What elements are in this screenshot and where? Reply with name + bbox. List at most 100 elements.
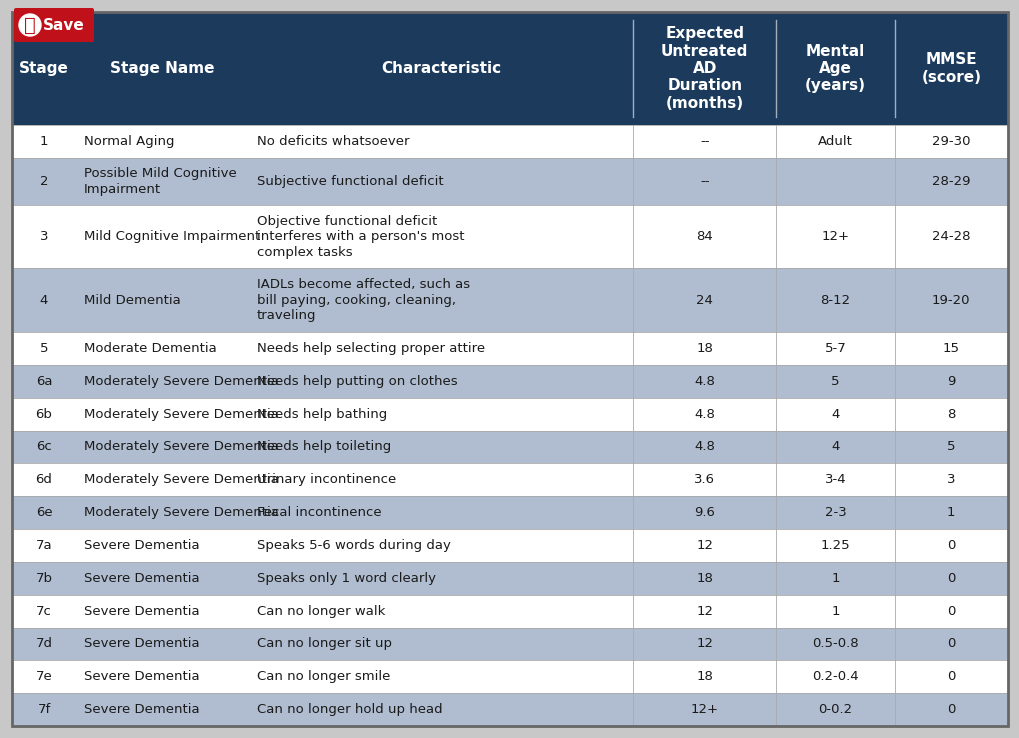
Text: 12+: 12+ <box>690 703 718 716</box>
Text: 0-0.2: 0-0.2 <box>817 703 852 716</box>
Text: 9: 9 <box>947 375 955 387</box>
Text: Mild Cognitive Impairment: Mild Cognitive Impairment <box>84 230 260 243</box>
Text: 3: 3 <box>946 473 955 486</box>
Text: Moderately Severe Dementia: Moderately Severe Dementia <box>84 473 279 486</box>
Bar <box>12 332 1007 365</box>
Text: 4: 4 <box>830 441 839 453</box>
Text: Moderately Severe Dementia: Moderately Severe Dementia <box>84 407 279 421</box>
Text: 9.6: 9.6 <box>694 506 714 519</box>
Text: 1: 1 <box>946 506 955 519</box>
Text: Expected
Untreated
AD
Duration
(months): Expected Untreated AD Duration (months) <box>660 26 748 111</box>
Text: 18: 18 <box>696 572 712 584</box>
Text: 8-12: 8-12 <box>819 294 850 307</box>
Text: Objective functional deficit
interferes with a person's most
complex tasks: Objective functional deficit interferes … <box>257 215 464 258</box>
Text: --: -- <box>699 175 709 187</box>
Text: 18: 18 <box>696 670 712 683</box>
Bar <box>12 627 1007 661</box>
Text: IADLs become affected, such as
bill paying, cooking, cleaning,
traveling: IADLs become affected, such as bill payi… <box>257 278 470 323</box>
Text: --: -- <box>699 135 709 148</box>
Bar <box>12 269 1007 332</box>
Text: 1: 1 <box>830 572 839 584</box>
Bar <box>12 205 1007 269</box>
Text: 6c: 6c <box>36 441 52 453</box>
Text: Moderately Severe Dementia: Moderately Severe Dementia <box>84 506 279 519</box>
Text: 0: 0 <box>947 539 955 552</box>
Text: 0.2-0.4: 0.2-0.4 <box>811 670 858 683</box>
Text: 5: 5 <box>830 375 839 387</box>
Bar <box>12 562 1007 595</box>
Text: 12+: 12+ <box>820 230 849 243</box>
Text: 4: 4 <box>40 294 48 307</box>
Text: Stage Name: Stage Name <box>110 61 214 76</box>
Text: 12: 12 <box>696 604 712 618</box>
Text: 1.25: 1.25 <box>820 539 850 552</box>
Text: 2-3: 2-3 <box>823 506 846 519</box>
Text: 7a: 7a <box>36 539 52 552</box>
Bar <box>12 430 1007 463</box>
Text: MMSE
(score): MMSE (score) <box>920 52 980 85</box>
Bar <box>12 398 1007 430</box>
Bar <box>12 529 1007 562</box>
Text: 2: 2 <box>40 175 48 187</box>
Text: Severe Dementia: Severe Dementia <box>84 572 200 584</box>
Text: Fecal incontinence: Fecal incontinence <box>257 506 381 519</box>
Bar <box>12 125 1007 158</box>
Bar <box>12 661 1007 693</box>
Text: 5: 5 <box>40 342 48 355</box>
Text: 6d: 6d <box>36 473 52 486</box>
Text: 6b: 6b <box>36 407 52 421</box>
Text: 5: 5 <box>946 441 955 453</box>
Text: Moderately Severe Dementia: Moderately Severe Dementia <box>84 375 279 387</box>
Text: Subjective functional deficit: Subjective functional deficit <box>257 175 443 187</box>
Text: 84: 84 <box>696 230 712 243</box>
Text: Can no longer hold up head: Can no longer hold up head <box>257 703 442 716</box>
Text: Severe Dementia: Severe Dementia <box>84 539 200 552</box>
Text: 1: 1 <box>830 604 839 618</box>
Text: Severe Dementia: Severe Dementia <box>84 703 200 716</box>
Text: 0: 0 <box>947 638 955 650</box>
Bar <box>12 595 1007 627</box>
Text: Can no longer sit up: Can no longer sit up <box>257 638 391 650</box>
Text: 7b: 7b <box>36 572 53 584</box>
Text: Needs help selecting proper attire: Needs help selecting proper attire <box>257 342 484 355</box>
Text: No deficits whatsoever: No deficits whatsoever <box>257 135 409 148</box>
Text: 0: 0 <box>947 703 955 716</box>
Text: 18: 18 <box>696 342 712 355</box>
Text: 7f: 7f <box>38 703 51 716</box>
Circle shape <box>19 14 41 36</box>
Text: 28-29: 28-29 <box>931 175 970 187</box>
Text: Mild Dementia: Mild Dementia <box>84 294 180 307</box>
Text: Possible Mild Cognitive
Impairment: Possible Mild Cognitive Impairment <box>84 167 236 196</box>
Text: 3: 3 <box>40 230 48 243</box>
Bar <box>12 496 1007 529</box>
Text: 6e: 6e <box>36 506 52 519</box>
Bar <box>12 693 1007 726</box>
Text: 7c: 7c <box>36 604 52 618</box>
Text: 6a: 6a <box>36 375 52 387</box>
Text: 3-4: 3-4 <box>823 473 846 486</box>
Text: 8: 8 <box>947 407 955 421</box>
Text: 5-7: 5-7 <box>823 342 846 355</box>
Text: 0.5-0.8: 0.5-0.8 <box>811 638 858 650</box>
Text: 12: 12 <box>696 539 712 552</box>
Text: Severe Dementia: Severe Dementia <box>84 604 200 618</box>
Text: Mental
Age
(years): Mental Age (years) <box>804 44 865 93</box>
Text: Ⓟ: Ⓟ <box>24 15 36 35</box>
Text: 7d: 7d <box>36 638 53 650</box>
Text: Characteristic: Characteristic <box>380 61 500 76</box>
Bar <box>12 463 1007 496</box>
Text: 7e: 7e <box>36 670 52 683</box>
Text: 4.8: 4.8 <box>694 407 714 421</box>
Text: 4.8: 4.8 <box>694 375 714 387</box>
Text: Severe Dementia: Severe Dementia <box>84 670 200 683</box>
Text: Moderate Dementia: Moderate Dementia <box>84 342 217 355</box>
Text: Urinary incontinence: Urinary incontinence <box>257 473 395 486</box>
FancyBboxPatch shape <box>14 8 94 42</box>
Text: Save: Save <box>43 18 85 32</box>
Text: 4.8: 4.8 <box>694 441 714 453</box>
Text: 24-28: 24-28 <box>931 230 970 243</box>
Text: 29-30: 29-30 <box>931 135 970 148</box>
Text: Normal Aging: Normal Aging <box>84 135 174 148</box>
Text: 0: 0 <box>947 604 955 618</box>
Text: Needs help bathing: Needs help bathing <box>257 407 386 421</box>
